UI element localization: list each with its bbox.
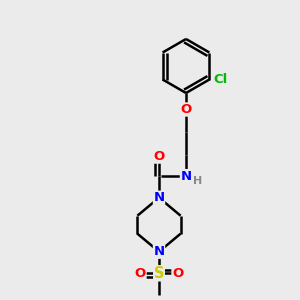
Text: O: O — [135, 267, 146, 280]
Text: Cl: Cl — [214, 73, 228, 86]
Text: N: N — [180, 169, 192, 183]
Text: O: O — [153, 150, 165, 163]
Text: S: S — [154, 266, 164, 281]
Text: N: N — [153, 245, 165, 258]
Text: O: O — [172, 267, 183, 280]
Text: O: O — [180, 103, 192, 116]
Text: H: H — [193, 176, 202, 187]
Text: N: N — [153, 191, 165, 204]
